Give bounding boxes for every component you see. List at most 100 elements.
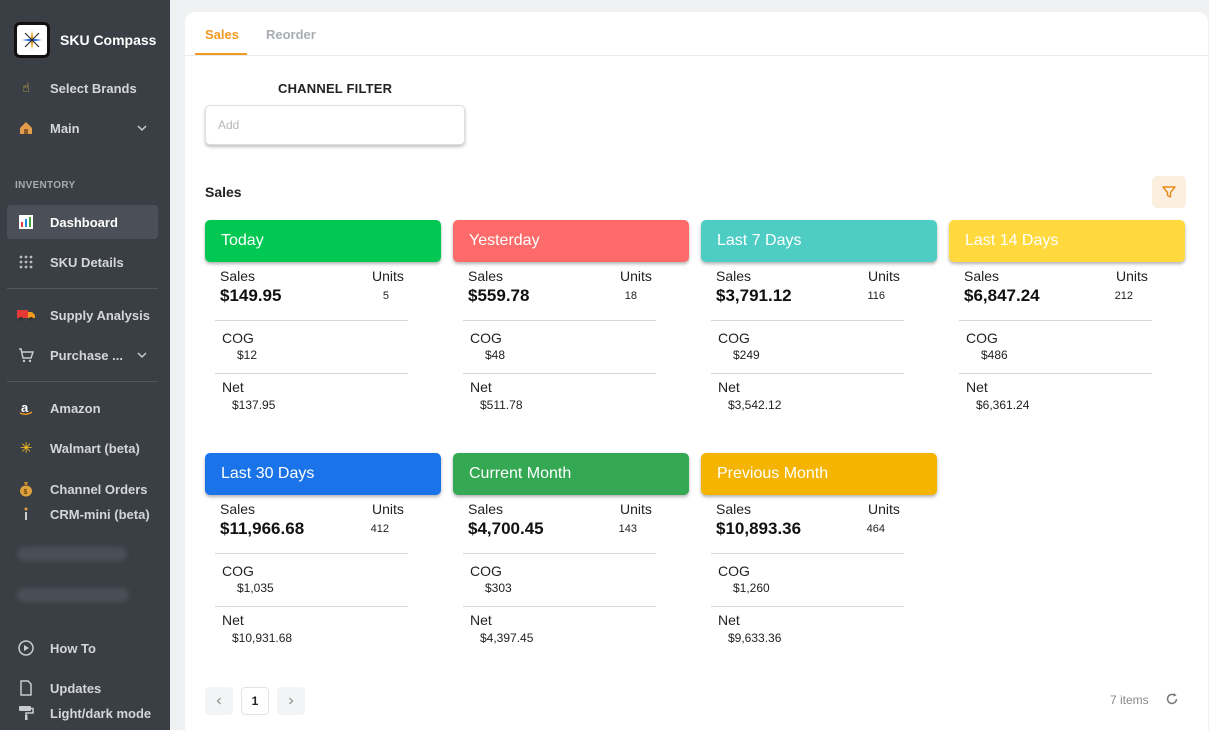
sidebar-item-light-dark-mode[interactable]: Light/dark mode	[7, 696, 158, 730]
cog-value: $48	[485, 348, 506, 362]
net-label: Net	[718, 612, 740, 628]
info-icon	[17, 505, 35, 523]
page-number-button[interactable]: 1	[241, 687, 269, 715]
units-value: 212	[1114, 290, 1133, 302]
cog-label: COG	[470, 330, 502, 346]
channel-filter-label: CHANNEL FILTER	[278, 81, 393, 96]
sales-label: Sales	[716, 268, 752, 284]
units-label: Units	[372, 268, 404, 284]
sidebar-item-walmart[interactable]: ✳ Walmart (beta)	[7, 431, 158, 465]
amazon-icon: a	[17, 399, 35, 417]
units-value: 116	[867, 290, 885, 302]
sales-label: Sales	[964, 268, 1000, 284]
walmart-spark-icon: ✳	[19, 440, 33, 457]
sales-value: $11,966.68	[220, 519, 305, 538]
cog-label: COG	[718, 330, 750, 346]
units-value: 464	[866, 523, 885, 535]
units-value: 143	[618, 523, 637, 535]
chevron-left-icon	[216, 697, 221, 705]
cog-label: COG	[222, 330, 254, 346]
card-divider	[463, 373, 656, 374]
sidebar-item-how-to[interactable]: How To	[7, 631, 158, 665]
net-label: Net	[470, 612, 492, 628]
sales-period-card: Previous Month Sales Units $10,893.36 464 COG…	[701, 453, 937, 653]
sales-period-card: Yesterday Sales Units $559.78 18 COG $48 Net $51…	[453, 220, 689, 420]
units-value: 412	[370, 523, 389, 535]
sales-value: $10,893.36	[716, 519, 802, 538]
refresh-icon	[1166, 693, 1178, 705]
inventory-section-label: INVENTORY	[15, 180, 76, 191]
sidebar-item-sku-details[interactable]: SKU Details	[7, 245, 158, 279]
net-value: $137.95	[232, 398, 276, 412]
card-divider	[959, 373, 1152, 374]
cog-value: $1,260	[733, 581, 770, 595]
card-header: Yesterday	[453, 220, 689, 262]
net-value: $9,633.36	[728, 631, 782, 645]
card-header: Last 14 Days	[949, 220, 1185, 262]
cog-value: $249	[733, 348, 760, 362]
card-header: Last 30 Days	[205, 453, 441, 495]
cog-label: COG	[718, 563, 750, 579]
cog-value: $303	[485, 581, 512, 595]
sidebar-item-crm-mini[interactable]: CRM-mini (beta)	[7, 497, 158, 531]
card-divider	[215, 606, 408, 607]
pointing-hand-icon: ☝	[22, 80, 30, 95]
sidebar-item-supply-analysis[interactable]: Supply Analysis	[7, 298, 158, 332]
net-label: Net	[222, 379, 244, 395]
card-divider	[711, 373, 904, 374]
net-value: $6,361.24	[976, 398, 1030, 412]
sales-value: $4,700.45	[468, 519, 544, 538]
units-value: 18	[624, 290, 637, 302]
cog-label: COG	[966, 330, 998, 346]
sidebar-item-channel-orders[interactable]: $ Channel Orders	[7, 472, 158, 506]
truck-icon	[17, 306, 35, 324]
sidebar-item-updates[interactable]: Updates	[7, 671, 158, 705]
card-divider	[711, 606, 904, 607]
cart-icon	[17, 346, 35, 364]
next-page-button[interactable]	[277, 687, 305, 715]
net-label: Net	[966, 379, 988, 395]
units-label: Units	[1116, 268, 1148, 284]
sidebar-item-select-brands[interactable]: ☝ Select Brands	[7, 71, 158, 105]
card-divider	[215, 320, 408, 321]
card-header: Today	[205, 220, 441, 262]
brand[interactable]: SKU Compass	[14, 22, 156, 58]
sidebar-divider	[7, 288, 158, 289]
blurred-menu-item	[17, 547, 127, 561]
cog-label: COG	[470, 563, 502, 579]
svg-text:$: $	[24, 489, 28, 496]
paint-roller-icon	[17, 704, 35, 722]
net-label: Net	[222, 612, 244, 628]
sales-section-title: Sales	[205, 184, 242, 200]
channel-filter-input[interactable]	[205, 105, 465, 145]
filter-button[interactable]	[1152, 176, 1186, 208]
card-divider	[215, 553, 408, 554]
units-label: Units	[372, 501, 404, 517]
main-content: Sales Reorder CHANNEL FILTER Sales Today…	[185, 12, 1208, 730]
cog-value: $1,035	[237, 581, 274, 595]
app-name: SKU Compass	[60, 32, 157, 48]
sidebar-item-dashboard[interactable]: Dashboard	[7, 205, 158, 239]
card-divider	[711, 320, 904, 321]
sidebar-item-label: Dashboard	[50, 214, 118, 230]
sidebar-item-purchase[interactable]: Purchase ...	[7, 338, 158, 372]
chevron-right-icon	[289, 697, 294, 705]
cog-value: $12	[237, 348, 258, 362]
sales-label: Sales	[468, 268, 504, 284]
sidebar-item-label: Main	[50, 120, 80, 136]
house-icon	[17, 119, 35, 137]
card-title: Last 14 Days	[965, 232, 1059, 249]
sales-value: $3,791.12	[716, 286, 792, 305]
sidebar-item-label: Walmart (beta)	[50, 440, 140, 456]
tab-reorder[interactable]: Reorder	[266, 27, 316, 42]
net-value: $10,931.68	[232, 631, 293, 645]
sidebar-item-amazon[interactable]: a Amazon	[7, 391, 158, 425]
sidebar-item-label: Light/dark mode	[50, 705, 152, 721]
sidebar-item-label: SKU Details	[50, 254, 124, 270]
tab-sales[interactable]: Sales	[205, 27, 239, 42]
prev-page-button[interactable]	[205, 687, 233, 715]
sidebar-item-main[interactable]: Main	[7, 111, 158, 145]
bar-chart-icon	[17, 213, 35, 231]
refresh-button[interactable]	[1165, 692, 1179, 711]
sales-value: $149.95	[220, 286, 282, 305]
